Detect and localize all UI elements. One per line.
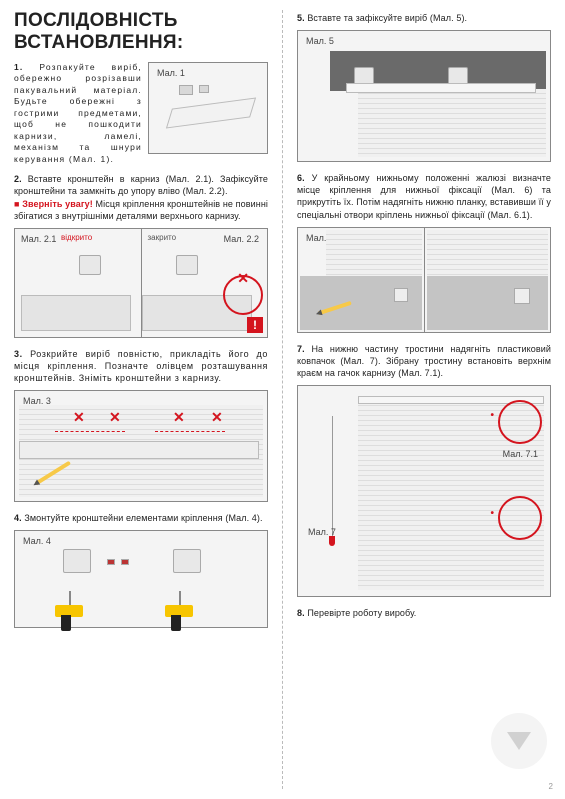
mark-dot-7b: • <box>490 508 494 519</box>
step7-body: На нижню частину тростини надягніть плас… <box>297 344 551 378</box>
drill-icon-b <box>165 605 201 629</box>
step5-text: 5. Вставте та зафіксуйте виріб (Мал. 5). <box>297 12 551 24</box>
figure-6-1: Мал. 6.1 <box>425 227 552 333</box>
rail-21 <box>21 295 131 331</box>
step5-num: 5. <box>297 13 305 23</box>
fig7-label: Мал. 7 <box>306 526 338 538</box>
dash-line-3a <box>55 431 125 432</box>
page: ПОСЛІДОВНІСТЬ ВСТАНОВЛЕННЯ: 1. Розпакуйт… <box>0 0 565 799</box>
dash-line-3b <box>155 431 225 432</box>
step2-body: Вставте кронштейн в карниз (Мал. 2.1). З… <box>14 174 268 196</box>
warning-icon: ! <box>247 317 263 333</box>
right-column: 5. Вставте та зафіксуйте виріб (Мал. 5).… <box>297 10 551 789</box>
warn-prefix: ■ Зверніть увагу! <box>14 199 93 209</box>
mark-x-3c: ✕ <box>173 409 185 426</box>
column-divider <box>282 10 283 789</box>
arrow-down-icon <box>507 732 531 750</box>
figure-5: Мал. 5 <box>297 30 551 162</box>
detail-circle-7b <box>498 496 542 540</box>
step1-num: 1. <box>14 62 24 72</box>
plug-4a <box>107 559 115 565</box>
figure-7: Мал. 7 Мал. 7.1 • • <box>297 385 551 597</box>
mark-x-3d: ✕ <box>211 409 223 426</box>
step3-num: 3. <box>14 349 23 359</box>
clip-6 <box>394 288 408 302</box>
step8-text: 8. Перевірте роботу виробу. <box>297 607 551 619</box>
mark-x-3a: ✕ <box>73 409 85 426</box>
page-number: 2 <box>549 782 553 791</box>
blinds-6 <box>326 230 422 276</box>
figure-3: Мал. 3 ✕ ✕ ✕ ✕ <box>14 390 268 502</box>
step6-text: 6. У крайньому нижньому положенні жалюзі… <box>297 172 551 221</box>
step3-body: Розкрийте виріб повністю, прикладіть йог… <box>14 349 268 383</box>
headrail-icon <box>166 98 256 129</box>
left-column: ПОСЛІДОВНІСТЬ ВСТАНОВЛЕННЯ: 1. Розпакуйт… <box>14 10 268 789</box>
step7-text: 7. На нижню частину тростини надягніть п… <box>297 343 551 379</box>
mark-x-3b: ✕ <box>109 409 121 426</box>
download-watermark-icon <box>491 713 547 769</box>
blinds-5 <box>358 89 546 157</box>
step4-text: 4. Змонтуйте кронштейни елементами кріпл… <box>14 512 268 524</box>
closed-label: закрито <box>148 233 177 242</box>
clip-61 <box>514 288 530 304</box>
step8-body: Перевірте роботу виробу. <box>305 608 417 618</box>
small-part-1 <box>179 85 193 95</box>
sill-6 <box>300 276 422 330</box>
step7-num: 7. <box>297 344 305 354</box>
drill-icon-a <box>55 605 91 629</box>
bracket-4b <box>173 549 201 573</box>
step1-text: 1. Розпакуйте виріб, обережно розрізавши… <box>14 62 142 165</box>
bracket-22 <box>176 255 198 275</box>
figure-2-1: Мал. 2.1 відкрито <box>14 228 142 338</box>
step6-body: У крайньому нижньому положенні жалюзі ви… <box>297 173 551 219</box>
fig4-label: Мал. 4 <box>21 535 53 547</box>
bracket-21 <box>79 255 101 275</box>
fig1-label: Мал. 1 <box>155 67 187 79</box>
open-label: відкрито <box>61 233 92 242</box>
step6-num: 6. <box>297 173 305 183</box>
fig21-label: Мал. 2.1 <box>19 233 58 245</box>
figure-2-row: Мал. 2.1 відкрито закрито Мал. 2.2 ✕ ! <box>14 228 268 338</box>
figure-4: Мал. 4 <box>14 530 268 628</box>
step3-text: 3. Розкрийте виріб повністю, прикладіть … <box>14 348 268 384</box>
small-part-2 <box>199 85 209 93</box>
headrail-5 <box>346 83 536 93</box>
step8-num: 8. <box>297 608 305 618</box>
step4-num: 4. <box>14 513 22 523</box>
step4-body: Змонтуйте кронштейни елементами кріпленн… <box>22 513 263 523</box>
page-title: ПОСЛІДОВНІСТЬ ВСТАНОВЛЕННЯ: <box>14 10 268 54</box>
headrail-3 <box>19 441 259 459</box>
step5-body: Вставте та зафіксуйте виріб (Мал. 5). <box>305 13 467 23</box>
step1-row: 1. Розпакуйте виріб, обережно розрізавши… <box>14 62 268 165</box>
blinds-61 <box>427 230 549 276</box>
bracket-4a <box>63 549 91 573</box>
fig71-label: Мал. 7.1 <box>501 448 540 460</box>
figure-6-row: Мал. 6 Мал. 6.1 <box>297 227 551 333</box>
fig22-label: Мал. 2.2 <box>222 233 261 245</box>
step1-body: Розпакуйте виріб, обережно розрізавши па… <box>14 62 142 164</box>
fig5-label: Мал. 5 <box>304 35 336 47</box>
plug-4b <box>121 559 129 565</box>
step2-num: 2. <box>14 174 22 184</box>
figure-2-2: закрито Мал. 2.2 ✕ ! <box>142 228 269 338</box>
red-x-icon: ✕ <box>237 270 249 287</box>
step2-text: 2. Вставте кронштейн в карниз (Мал. 2.1)… <box>14 173 268 222</box>
figure-6: Мал. 6 <box>297 227 425 333</box>
mark-dot-7a: • <box>490 410 494 421</box>
wand-cord <box>332 416 333 536</box>
figure-1: Мал. 1 <box>148 62 268 154</box>
detail-circle-7a <box>498 400 542 444</box>
